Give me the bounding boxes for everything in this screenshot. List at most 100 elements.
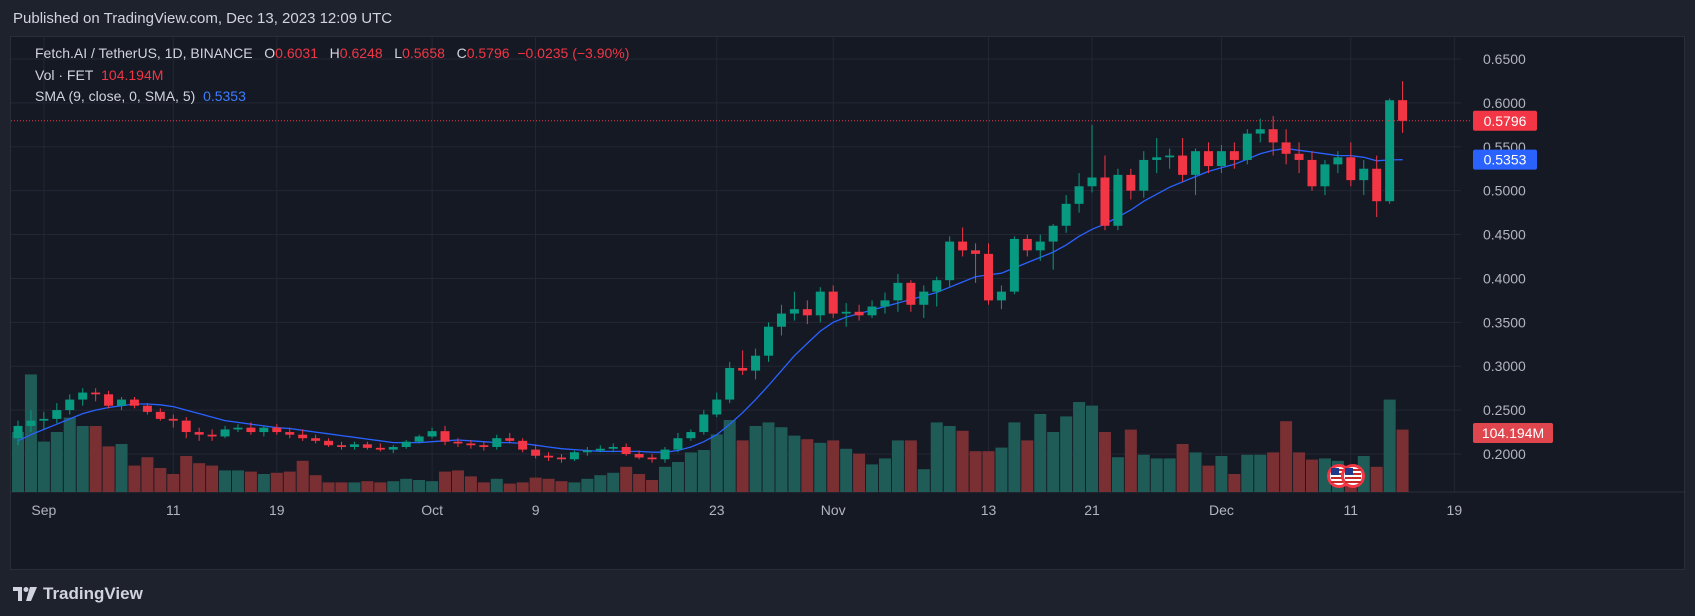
candle-body — [168, 418, 178, 421]
candle-body — [78, 392, 88, 400]
candle-body — [91, 392, 101, 395]
volume-bar — [607, 472, 620, 492]
candle-body — [388, 446, 398, 450]
volume-bar — [1060, 416, 1073, 492]
candle-body — [1307, 159, 1317, 187]
volume-bar — [1008, 422, 1021, 492]
volume-bar — [646, 480, 659, 492]
candle-body — [117, 399, 127, 406]
candle-body — [1048, 225, 1058, 242]
legend-close: 0.5796 — [466, 45, 510, 61]
y-tick-label: 0.6000 — [1483, 95, 1526, 111]
candle-body — [699, 414, 709, 433]
candle-body — [789, 309, 799, 314]
volume-bar — [853, 453, 866, 492]
candle-body — [725, 367, 735, 400]
volume-bar — [1034, 414, 1047, 492]
volume-bar — [749, 426, 762, 492]
candle-body — [13, 425, 23, 439]
volume-bar — [413, 480, 426, 492]
legend-change: −0.0235 (−3.90%) — [517, 45, 630, 61]
candle-body — [104, 394, 114, 406]
candle-body — [466, 443, 476, 446]
volume-bar — [1318, 458, 1331, 492]
volume-bar — [620, 466, 633, 492]
candle-body — [375, 447, 385, 450]
legend-sma[interactable]: SMA (9, close, 0, SMA, 5) 0.5353 — [35, 88, 246, 104]
volume-bar — [982, 451, 995, 492]
candle-body — [544, 455, 554, 458]
volume-bar — [270, 472, 283, 492]
candle-body — [337, 445, 346, 447]
candle-body — [479, 445, 489, 447]
volume-bar — [1137, 454, 1150, 492]
volume-bar — [671, 462, 684, 492]
candle-body — [815, 291, 825, 316]
volume-bar — [348, 482, 361, 492]
candle-body — [621, 446, 631, 454]
volume-bar — [633, 474, 646, 492]
volume-bar — [1370, 466, 1383, 492]
candle-body — [1333, 157, 1343, 165]
volume-bar — [89, 426, 102, 492]
volume-bar — [37, 441, 50, 492]
legend-volume[interactable]: Vol · FET 104.194M — [35, 67, 163, 83]
volume-bar — [891, 440, 904, 492]
candle-body — [246, 427, 256, 433]
flag-stripe — [1345, 481, 1361, 483]
volume-bar — [801, 439, 814, 492]
candle-body — [1242, 133, 1252, 160]
legend-low: 0.5658 — [402, 45, 445, 61]
candle-body — [518, 440, 528, 450]
chart-area[interactable]: 0.6500 0.6000 0.5500 0.5000 0.4500 0.4000 0.35… — [10, 36, 1686, 571]
volume-bar — [581, 478, 594, 492]
volume-bar — [710, 434, 723, 492]
volume-bar — [50, 432, 63, 492]
candle-body — [298, 434, 308, 439]
candle-body — [1281, 142, 1291, 154]
volume-bar — [1241, 454, 1254, 492]
volume-bar — [426, 481, 439, 492]
candle-body — [686, 432, 696, 439]
candle-body — [1139, 159, 1149, 191]
candlestick-chart[interactable]: 0.65000.60000.55000.50000.45000.40000.35… — [11, 37, 1686, 571]
candle-body — [1087, 177, 1097, 187]
candle-body — [505, 438, 515, 441]
candle-body — [129, 399, 139, 406]
candle-body — [971, 250, 981, 254]
volume-bar — [503, 483, 516, 492]
volume-bar — [12, 432, 24, 492]
volume-bar — [542, 478, 555, 492]
candle-body — [1398, 100, 1408, 121]
x-tick-label: 19 — [269, 502, 285, 518]
volume-bar — [1383, 399, 1396, 492]
volume-bar — [322, 482, 335, 492]
flag-stripe — [1331, 481, 1347, 483]
volume-bar — [361, 481, 374, 492]
x-tick-label: 9 — [532, 502, 540, 518]
candle-body — [556, 457, 566, 460]
candle-body — [259, 427, 269, 433]
candle-body — [1178, 155, 1188, 175]
volume-bar — [257, 474, 270, 492]
tradingview-logo[interactable]: TradingView — [13, 584, 143, 604]
flag-canton — [1345, 468, 1353, 475]
candle-body — [492, 438, 502, 447]
candle-body — [440, 431, 450, 442]
y-tick-label: 0.3500 — [1483, 314, 1526, 330]
candle-body — [880, 300, 890, 307]
volume-bar — [1254, 454, 1267, 492]
volume-bar — [451, 470, 464, 492]
volume-bar — [1293, 452, 1306, 492]
candle-body — [1009, 238, 1019, 292]
candle-body — [1359, 168, 1369, 181]
volume-bar — [943, 426, 956, 492]
candle-body — [220, 429, 230, 437]
candle-body — [1100, 177, 1110, 226]
volume-bar — [1098, 432, 1111, 492]
candle-body — [945, 241, 955, 281]
sma-line — [17, 147, 1403, 453]
volume-bar — [231, 470, 244, 492]
volume-bar — [296, 460, 309, 492]
volume-bar — [1202, 465, 1215, 492]
